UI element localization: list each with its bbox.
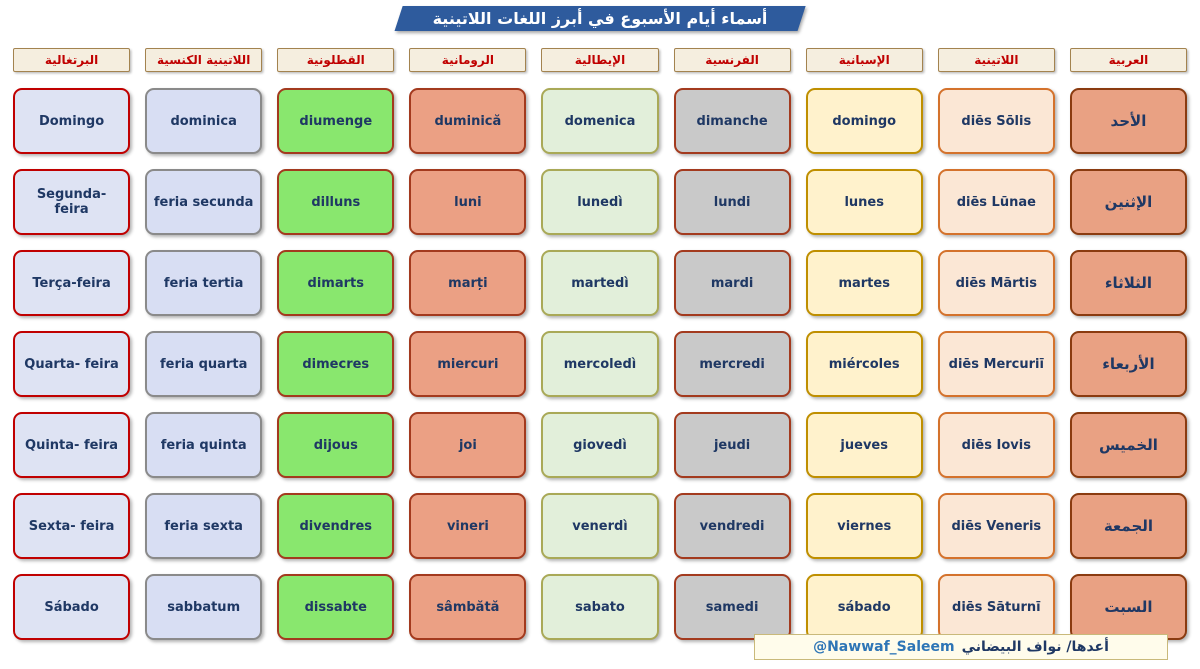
day-cell-arabic-4: الخميس	[1069, 412, 1187, 478]
day-cell-italian-6: sabato	[541, 574, 659, 640]
column-header-french: الفرنسية	[673, 48, 791, 72]
credit-box: أعدها/ نواف البيضاني @Nawwaf_Saleem	[754, 634, 1168, 660]
day-cell-catalan-1: dilluns	[277, 169, 395, 235]
day-cell-church-latin-3: feria quarta	[145, 331, 263, 397]
day-cell-arabic-6: السبت	[1069, 574, 1187, 640]
day-cell-spanish-0: domingo	[805, 88, 923, 154]
day-cell-latin-6: diēs Sāturnī	[937, 574, 1055, 640]
day-cell-arabic-0: الأحد	[1069, 88, 1187, 154]
day-cell-spanish-1: lunes	[805, 169, 923, 235]
day-cell-latin-3: diēs Mercuriī	[937, 331, 1055, 397]
day-cell-spanish-3: miércoles	[805, 331, 923, 397]
day-cell-latin-4: diēs Iovis	[937, 412, 1055, 478]
day-cell-french-3: mercredi	[673, 331, 791, 397]
day-cell-romanian-0: duminică	[409, 88, 527, 154]
day-cell-latin-2: diēs Mārtis	[937, 250, 1055, 316]
column-french: الفرنسية dimanche lundi mardi mercredi jeudi v…	[673, 48, 791, 640]
day-cell-catalan-6: dissabte	[277, 574, 395, 640]
column-header-latin: اللاتينية	[937, 48, 1055, 72]
column-church-latin: اللاتينية الكنسية dominica feria secunda fe…	[145, 48, 263, 640]
day-cell-french-2: mardi	[673, 250, 791, 316]
day-cell-church-latin-2: feria tertia	[145, 250, 263, 316]
day-cell-church-latin-6: sabbatum	[145, 574, 263, 640]
twitter-handle[interactable]: @Nawwaf_Saleem	[813, 639, 955, 655]
day-cell-romanian-6: sâmbătă	[409, 574, 527, 640]
column-portuguese: البرتغالية Domingo Segunda- feira Terça-fei…	[13, 48, 131, 640]
day-cell-portuguese-3: Quarta- feira	[13, 331, 131, 397]
column-romanian: الرومانية duminică luni marți miercuri joi vin…	[409, 48, 527, 640]
day-cell-catalan-0: diumenge	[277, 88, 395, 154]
day-cell-romanian-3: miercuri	[409, 331, 527, 397]
day-cell-catalan-3: dimecres	[277, 331, 395, 397]
day-cell-portuguese-2: Terça-feira	[13, 250, 131, 316]
languages-table: البرتغالية Domingo Segunda- feira Terça-fei…	[0, 48, 1200, 640]
column-header-church-latin: اللاتينية الكنسية	[145, 48, 263, 72]
column-header-arabic: العربية	[1069, 48, 1187, 72]
day-cell-catalan-5: divendres	[277, 493, 395, 559]
column-header-spanish: الإسبانية	[805, 48, 923, 72]
day-cell-romanian-5: vineri	[409, 493, 527, 559]
day-cell-french-5: vendredi	[673, 493, 791, 559]
day-cell-portuguese-1: Segunda- feira	[13, 169, 131, 235]
day-cell-italian-2: martedì	[541, 250, 659, 316]
day-cell-italian-3: mercoledì	[541, 331, 659, 397]
day-cell-italian-4: giovedì	[541, 412, 659, 478]
day-cell-portuguese-4: Quinta- feira	[13, 412, 131, 478]
day-cell-french-6: samedi	[673, 574, 791, 640]
column-arabic: العربية الأحد الإثنين الثلاثاء الأربعاء الخمي…	[1069, 48, 1187, 640]
column-header-catalan: القطلونية	[277, 48, 395, 72]
day-cell-portuguese-6: Sábado	[13, 574, 131, 640]
day-cell-latin-1: diēs Lūnae	[937, 169, 1055, 235]
day-cell-church-latin-4: feria quinta	[145, 412, 263, 478]
day-cell-arabic-3: الأربعاء	[1069, 331, 1187, 397]
title-banner: أسماء أيام الأسبوع في أبرز اللغات اللاتي…	[394, 6, 806, 31]
day-cell-portuguese-5: Sexta- feira	[13, 493, 131, 559]
day-cell-arabic-2: الثلاثاء	[1069, 250, 1187, 316]
day-cell-latin-5: diēs Veneris	[937, 493, 1055, 559]
day-cell-catalan-2: dimarts	[277, 250, 395, 316]
day-cell-spanish-5: viernes	[805, 493, 923, 559]
credit-text: أعدها/ نواف البيضاني	[961, 639, 1109, 655]
day-cell-spanish-4: jueves	[805, 412, 923, 478]
day-cell-church-latin-0: dominica	[145, 88, 263, 154]
day-cell-catalan-4: dijous	[277, 412, 395, 478]
title-banner-background: أسماء أيام الأسبوع في أبرز اللغات اللاتي…	[394, 6, 806, 31]
page-title: أسماء أيام الأسبوع في أبرز اللغات اللاتي…	[432, 9, 768, 28]
day-cell-romanian-2: marți	[409, 250, 527, 316]
column-header-romanian: الرومانية	[409, 48, 527, 72]
day-cell-church-latin-1: feria secunda	[145, 169, 263, 235]
day-cell-romanian-1: luni	[409, 169, 527, 235]
column-spanish: الإسبانية domingo lunes martes miércoles juev…	[805, 48, 923, 640]
column-catalan: القطلونية diumenge dilluns dimarts dimecres d…	[277, 48, 395, 640]
day-cell-romanian-4: joi	[409, 412, 527, 478]
day-cell-french-4: jeudi	[673, 412, 791, 478]
column-italian: الإيطالية domenica lunedì martedì mercoledì g…	[541, 48, 659, 640]
column-latin: اللاتينية diēs Sōlis diēs Lūnae diēs Mārtis…	[937, 48, 1055, 640]
day-cell-arabic-1: الإثنين	[1069, 169, 1187, 235]
day-cell-portuguese-0: Domingo	[13, 88, 131, 154]
day-cell-spanish-2: martes	[805, 250, 923, 316]
day-cell-french-1: lundi	[673, 169, 791, 235]
day-cell-italian-5: venerdì	[541, 493, 659, 559]
day-cell-latin-0: diēs Sōlis	[937, 88, 1055, 154]
day-cell-french-0: dimanche	[673, 88, 791, 154]
column-header-italian: الإيطالية	[541, 48, 659, 72]
day-cell-italian-1: lunedì	[541, 169, 659, 235]
day-cell-spanish-6: sábado	[805, 574, 923, 640]
column-header-portuguese: البرتغالية	[13, 48, 131, 72]
day-cell-arabic-5: الجمعة	[1069, 493, 1187, 559]
day-cell-italian-0: domenica	[541, 88, 659, 154]
day-cell-church-latin-5: feria sexta	[145, 493, 263, 559]
